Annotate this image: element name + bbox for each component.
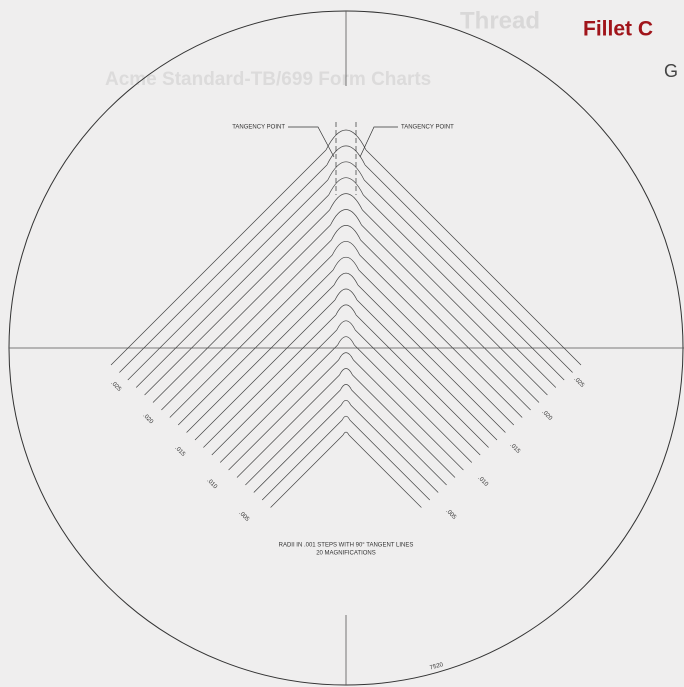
fillet-arc [342,431,350,436]
tangency-label: TANGENCY POINT [232,125,285,131]
tangent-line [152,224,331,403]
fillet-fan [110,129,582,508]
tangent-line [211,329,338,456]
tangent-line [352,374,456,478]
fillet-arc [326,145,366,166]
fillet-arc [332,256,360,271]
fillet-arc [340,384,352,391]
faint-text: Acme Standard-TB/699 Form Charts [105,69,431,90]
fillet-arc [330,209,362,226]
tangent-line [351,389,447,486]
tangent-line [358,269,515,426]
fillet-arc [328,177,364,196]
tangent-line [270,434,344,508]
tangent-line [364,164,573,373]
tangent-line [236,374,340,478]
tangent-line [194,299,336,441]
fillet-arc [339,368,353,376]
fillet-arc [336,320,356,331]
tangent-line [362,209,548,396]
tangent-line [365,149,582,366]
tangent-line [177,269,334,426]
tangent-line [360,239,531,411]
tangent-line [350,404,439,493]
fillet-arc [333,272,359,286]
tangent-line [356,299,498,441]
tangent-line [135,194,329,388]
fillet-arc [335,304,357,316]
faint-text: Thread [460,7,540,34]
tangent-line [361,224,540,403]
fillet-arc [331,225,361,241]
leader [288,126,335,158]
leader [359,126,398,158]
subtitle: G [664,61,678,81]
tangent-line [219,344,338,463]
fillet-arc [334,288,358,301]
chart-number: 7520 [429,662,444,671]
fillet-arc [337,336,355,346]
tangent-line [355,314,489,448]
tangent-line [253,404,342,493]
tangent-line [354,329,481,456]
tangent-line [161,239,332,411]
tangent-line [363,179,565,381]
tangent-line [354,344,473,463]
note: RADII IN .001 STEPS WITH 90° TANGENT LIN… [279,543,414,549]
fillet-arc [340,399,352,406]
fillet-arc [338,352,354,361]
tangent-line [261,419,343,501]
fillet-arc [341,415,351,421]
tangent-line [357,284,506,433]
tangent-line [203,314,337,448]
tangent-line [169,254,333,418]
tangent-line [119,164,328,373]
note: 20 MAGNIFICATIONS [316,551,376,557]
tangent-line [127,179,329,381]
tangent-line [349,419,431,501]
fillet-arc [325,129,367,151]
tangent-line [353,359,464,471]
tangent-line [359,254,523,418]
fillet-arc [329,193,363,211]
tangent-line [186,284,335,433]
tangency-label: TANGENCY POINT [401,125,454,131]
tangent-line [363,194,557,388]
fillet-arc [327,161,365,181]
tangent-line [245,389,341,486]
tangent-line [228,359,339,471]
title: Fillet C [583,18,653,41]
fillet-arc [331,240,361,256]
tangent-line [144,209,330,396]
tangent-line [348,434,422,508]
tangent-line [110,149,327,366]
